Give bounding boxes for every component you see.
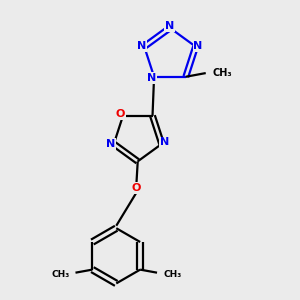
- Text: O: O: [131, 183, 141, 193]
- Text: N: N: [137, 41, 146, 51]
- Text: N: N: [194, 41, 203, 51]
- Text: O: O: [116, 109, 125, 119]
- Text: CH₃: CH₃: [163, 270, 182, 279]
- Text: N: N: [160, 137, 169, 147]
- Text: CH₃: CH₃: [212, 68, 232, 78]
- Text: N: N: [147, 73, 156, 83]
- Text: CH₃: CH₃: [51, 270, 69, 279]
- Text: N: N: [106, 139, 115, 149]
- Text: N: N: [165, 21, 175, 32]
